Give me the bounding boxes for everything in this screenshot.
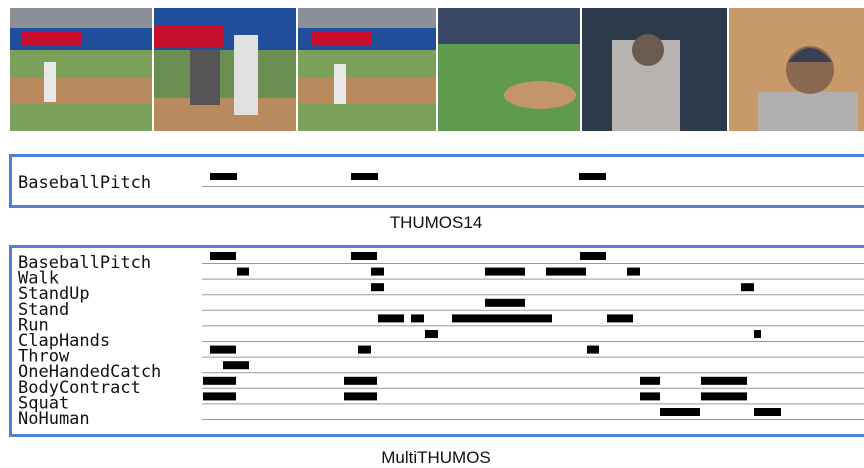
caption: THUMOS14 [390, 213, 483, 232]
frame-player [234, 35, 258, 115]
video-frames [10, 8, 864, 131]
action-label: Squat [18, 393, 69, 413]
action-label: ClapHands [18, 331, 110, 351]
frame-player [334, 64, 346, 104]
action-segment [660, 408, 700, 416]
frame-dirt [298, 78, 436, 104]
action-segment [351, 173, 378, 180]
action-segment [485, 298, 525, 307]
action-segment [640, 392, 660, 401]
frame-dirt [154, 98, 296, 131]
action-segment [452, 314, 552, 323]
action-segment [754, 408, 781, 416]
action-label: BaseballPitch [18, 253, 151, 273]
caption: MultiTHUMOS [381, 448, 491, 467]
action-label: OneHandedCatch [18, 362, 161, 382]
action-segment [587, 345, 599, 354]
action-segment [579, 173, 606, 180]
action-segment [223, 361, 249, 370]
action-segment [640, 376, 660, 385]
action-label: Stand [18, 300, 69, 320]
thumos14-box [9, 154, 864, 208]
action-segment [210, 173, 237, 180]
action-label: StandUp [18, 284, 90, 304]
action-label: BaseballPitch [18, 173, 151, 193]
action-segment [378, 314, 404, 323]
action-segment [411, 314, 424, 323]
action-segment [754, 330, 761, 338]
frame-dirt [10, 78, 152, 104]
action-label: Throw [18, 347, 70, 367]
action-segment [701, 392, 747, 401]
action-segment [701, 376, 747, 385]
action-segment [607, 314, 633, 323]
action-label: NoHuman [18, 409, 90, 429]
action-label: Walk [18, 269, 59, 289]
action-segment [344, 376, 377, 385]
action-segment [627, 267, 640, 276]
frame-player [758, 92, 858, 131]
action-segment [344, 392, 377, 401]
action-label: Run [18, 315, 49, 335]
frame-crowd [298, 8, 436, 28]
action-segment [210, 252, 236, 260]
frame-head [632, 34, 664, 66]
action-segment [203, 376, 236, 385]
frame-dirt [504, 81, 576, 109]
action-segment [358, 345, 371, 354]
multithumos-box [9, 245, 864, 437]
frame-cap [788, 48, 832, 62]
frame-player [44, 62, 56, 102]
action-segment [546, 267, 586, 276]
action-segment [203, 392, 236, 401]
frame-ad [22, 32, 82, 46]
action-segment [237, 267, 249, 276]
frame-player [190, 50, 220, 105]
action-segment [210, 345, 236, 354]
frame-stands [438, 8, 580, 44]
action-label: BodyContract [18, 378, 141, 398]
action-segment [425, 330, 438, 338]
action-segment [580, 252, 606, 260]
action-segment [741, 283, 754, 292]
frame-crowd [10, 8, 152, 28]
action-segment [485, 267, 525, 276]
frame-ad [312, 32, 372, 46]
action-segment [351, 252, 377, 260]
action-segment [371, 267, 384, 276]
frame-ad [154, 26, 224, 48]
action-segment [371, 283, 384, 292]
